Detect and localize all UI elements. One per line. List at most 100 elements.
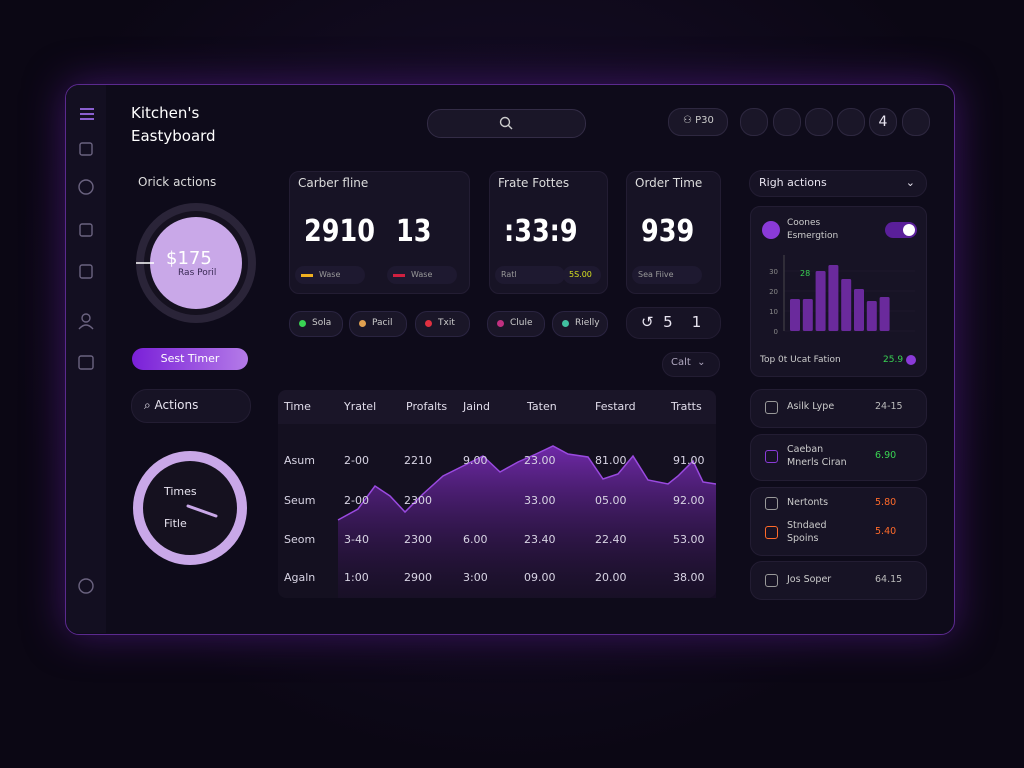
legend-pill [632, 266, 702, 284]
chip[interactable]: Sola [289, 311, 343, 337]
legend-swatch [301, 274, 313, 277]
list-icon [765, 497, 778, 510]
bar [854, 289, 864, 331]
table-cell: 23.00 [524, 454, 556, 467]
chip-dot [562, 320, 569, 327]
y-tick-label: 0 [774, 328, 778, 336]
table-cell: 22.40 [595, 533, 627, 546]
table-cell: 9.00 [463, 454, 488, 467]
badge[interactable]: 4 [869, 108, 897, 136]
table-cell: 92.00 [673, 494, 705, 507]
card-footer-value: 25.9 [883, 355, 904, 365]
search-icon [499, 116, 513, 130]
counter-row: ↺ 5 1 [641, 313, 702, 331]
user-button-label: ⚇ P30 [683, 115, 714, 126]
card-footer-label: Top 0t Ucat Fation [760, 355, 841, 365]
icon-button[interactable] [902, 108, 930, 136]
list-value: 64.15 [875, 574, 903, 585]
right-dropdown[interactable] [749, 170, 927, 197]
table-area [337, 445, 716, 598]
icon-button[interactable] [773, 108, 801, 136]
bar [866, 301, 877, 331]
legend-label: Wase [319, 270, 341, 279]
actions-label: ⌕ Actions [144, 398, 199, 412]
column-header[interactable]: Festard [595, 400, 636, 413]
icon-button[interactable] [805, 108, 833, 136]
sidebar [66, 85, 106, 633]
chip-dot [299, 320, 306, 327]
list-icon [765, 526, 778, 539]
right-dropdown-label: Righ actions ⌄ [759, 176, 915, 189]
column-header[interactable]: Time [284, 400, 311, 413]
counter-value: 1 [691, 313, 702, 331]
list-icon [765, 574, 778, 587]
card-title-line: Esmergtion [787, 231, 839, 241]
table-cell: 1:00 [344, 571, 369, 584]
counter [626, 307, 721, 339]
list-value: 6.90 [875, 450, 897, 461]
card-title: Coones Esmergtion [787, 217, 838, 243]
gauge [133, 451, 247, 565]
table-cell: 2300 [404, 494, 432, 507]
list-label: Stndaed [787, 519, 827, 531]
title-line: Eastyboard [131, 127, 216, 145]
table-cell: 20.00 [595, 571, 627, 584]
bar [879, 297, 890, 331]
legend-label: Wase [411, 270, 433, 279]
list-item[interactable] [750, 434, 927, 481]
table-cell: 3:00 [463, 571, 488, 584]
list-item[interactable] [750, 389, 927, 428]
list-value: 24-15 [875, 401, 903, 412]
row-label: Asum [284, 454, 315, 467]
legend-label: Sea Fiive [638, 270, 674, 279]
dropdown-label: Calt ⌄ [671, 357, 706, 368]
chip[interactable]: Pacil [349, 311, 407, 337]
legend-pill [563, 266, 601, 284]
actions-search[interactable] [131, 389, 251, 423]
mini-bar-chart: 0 10 20 30 28 [769, 255, 915, 336]
table-cell: 33.00 [524, 494, 556, 507]
sidebar-icons [78, 108, 94, 594]
dropdown[interactable] [662, 352, 720, 377]
legend-pill [387, 266, 457, 284]
title-line: Kitchen's [131, 104, 200, 122]
column-header[interactable]: Jaind [463, 400, 490, 413]
list-value: 5.40 [875, 526, 897, 537]
icon-button[interactable] [740, 108, 768, 136]
icon-button[interactable] [837, 108, 865, 136]
table-header [278, 390, 716, 424]
bar [841, 279, 852, 331]
list-label: Jos Soper [787, 574, 832, 585]
table-cell: 53.00 [673, 533, 705, 546]
table-cell: 2-00 [344, 454, 369, 467]
timer-button[interactable]: Sest Timer [132, 348, 248, 370]
chip[interactable]: Txit [415, 311, 470, 337]
legend-swatch [393, 274, 405, 277]
table-cell: 2-00 [344, 494, 369, 507]
chip[interactable]: Rielly [552, 311, 608, 337]
row-label: Seum [284, 494, 316, 507]
user-button[interactable] [668, 108, 728, 136]
legend-pill [495, 266, 565, 284]
chip-dot [497, 320, 504, 327]
ring-value: $175 [166, 248, 212, 269]
chip-label: Rielly [575, 318, 600, 328]
list-label: Mnerls Ciran [787, 456, 847, 468]
list-item[interactable] [750, 561, 927, 600]
column-header[interactable]: Profalts [406, 400, 448, 413]
search-bar[interactable] [427, 109, 586, 138]
y-tick-label: 20 [769, 288, 778, 296]
toggle[interactable] [885, 222, 917, 238]
list-item[interactable] [750, 487, 927, 556]
chip[interactable]: Clule [487, 311, 545, 337]
column-header[interactable]: Tratts [671, 400, 702, 413]
list-label: Nertonts [787, 497, 829, 508]
column-header[interactable]: Taten [527, 400, 557, 413]
actions-text: Actions [154, 398, 199, 412]
column-header[interactable]: Yratel [344, 400, 377, 413]
list-label: Spoins [787, 532, 819, 544]
legend-pill [295, 266, 365, 284]
list-value: 5.80 [875, 497, 897, 508]
app-title: Kitchen's Eastyboard [131, 102, 216, 148]
card-value: 2910 [304, 214, 375, 249]
